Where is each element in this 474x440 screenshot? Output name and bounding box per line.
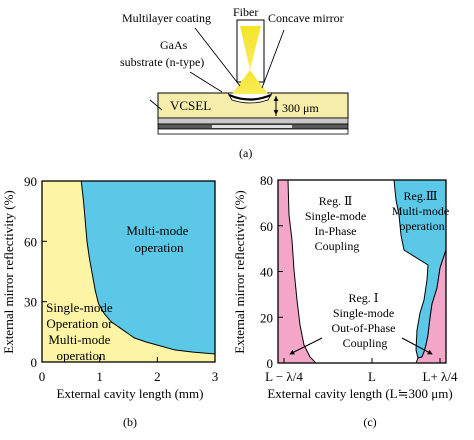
x-tick-label-b: 3 bbox=[212, 369, 219, 384]
xlabel-b: External cavity length (mm) bbox=[57, 386, 204, 401]
y-tick-label-c: 40 bbox=[260, 265, 273, 280]
light-beam bbox=[240, 26, 261, 70]
ylabel-b: External mirror reflectivity (%) bbox=[1, 190, 16, 354]
vcsel-layer-1 bbox=[157, 117, 349, 125]
label-gaas-line2: substrate (n-type) bbox=[120, 55, 204, 69]
x-tick-label-b: 2 bbox=[154, 369, 161, 384]
vcsel-active-region bbox=[212, 125, 292, 128]
caption-c: (c) bbox=[363, 415, 376, 429]
y-tick-label-c: 20 bbox=[260, 310, 273, 325]
y-tick-label-b: 60 bbox=[24, 234, 37, 249]
ticks-c: 0 20 40 60 80 L − λ/4 L L+ λ/4 bbox=[260, 173, 458, 384]
caption-b: (b) bbox=[123, 415, 137, 429]
y-tick-label-c: 0 bbox=[267, 356, 274, 371]
gaas-leader bbox=[189, 71, 223, 93]
xlabel-c: External cavity length (L≒300 μm) bbox=[267, 386, 452, 401]
region-label-reg3: Reg.Ⅲ Multi-mode operation bbox=[392, 189, 452, 233]
region-label-reg1: Reg. Ⅰ Single-mode Out-of-Phase Coupling bbox=[332, 291, 399, 350]
region-label-multi-mode: Multi-mode operation bbox=[126, 223, 191, 255]
x-tick-label-c: L − λ/4 bbox=[265, 369, 303, 384]
region-label-single-or-multi: Single-mode Operation or Multi-mode oper… bbox=[46, 300, 116, 363]
x-tick-label-b: 0 bbox=[39, 369, 46, 384]
vcsel-layer-3 bbox=[157, 128, 349, 135]
multilayer-coating bbox=[228, 93, 272, 101]
multilayer-leader bbox=[194, 27, 241, 87]
caption-a: (a) bbox=[239, 146, 252, 160]
reg1-arrow-left bbox=[289, 337, 323, 355]
vcsel-leader bbox=[149, 99, 163, 111]
x-tick-label-c: L+ λ/4 bbox=[423, 369, 458, 384]
x-tick-label-b: 1 bbox=[96, 369, 103, 384]
region-multi-mode bbox=[80, 180, 216, 355]
ylabel-c: External mirror reflectivity (%) bbox=[232, 190, 247, 354]
region-label-reg2: Reg. Ⅱ Single-mode In-Phase Coupling bbox=[305, 194, 369, 253]
label-distance: 300 μm bbox=[282, 101, 319, 115]
x-tick-label-c: L bbox=[368, 369, 376, 384]
label-concave-mirror: Concave mirror bbox=[268, 11, 344, 25]
light-beam-lower bbox=[232, 70, 268, 94]
y-tick-label-b: 0 bbox=[31, 355, 38, 370]
concave-leader bbox=[261, 29, 285, 89]
panel-c-chart: 0 20 40 60 80 L − λ/4 L L+ λ/4 Reg. Ⅱ Single-mo… bbox=[232, 173, 458, 429]
label-vcsel: VCSEL bbox=[170, 98, 211, 113]
plot-frame-b bbox=[41, 180, 216, 363]
y-tick-label-b: 90 bbox=[24, 174, 37, 189]
y-tick-label-b: 30 bbox=[24, 295, 37, 310]
y-tick-label-c: 60 bbox=[260, 219, 273, 234]
label-gaas-line1: GaAs bbox=[160, 38, 188, 52]
reg1-arrow-right bbox=[401, 337, 433, 355]
concave-cavity bbox=[227, 92, 273, 104]
label-multilayer-coating: Multilayer coating bbox=[122, 11, 211, 25]
label-fiber: Fiber bbox=[233, 5, 258, 19]
panel-a-vcsel-diagram: Multilayer coating Fiber Concave mirror … bbox=[120, 5, 349, 160]
y-tick-label-c: 80 bbox=[260, 173, 273, 188]
